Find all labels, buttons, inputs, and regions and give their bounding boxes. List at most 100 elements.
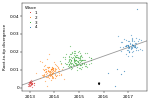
Point: [51, 66, 54, 68]
Point: [119, 42, 122, 43]
Point: [73, 60, 75, 62]
Point: [75, 56, 78, 57]
Point: [53, 70, 55, 72]
Point: [44, 80, 46, 81]
Point: [134, 45, 136, 47]
Point: [48, 73, 51, 75]
Point: [49, 76, 52, 77]
Point: [70, 65, 72, 67]
Point: [77, 63, 79, 65]
Point: [120, 73, 122, 75]
Point: [30, 83, 33, 84]
Point: [72, 54, 75, 56]
Point: [50, 69, 52, 71]
Point: [74, 52, 76, 54]
Point: [63, 57, 66, 58]
Point: [73, 52, 75, 54]
Point: [48, 54, 51, 55]
Point: [51, 78, 53, 79]
Point: [55, 75, 57, 77]
Point: [70, 53, 73, 55]
Point: [80, 55, 83, 56]
Point: [39, 78, 41, 79]
Point: [126, 44, 129, 45]
Point: [54, 77, 56, 79]
Point: [58, 72, 60, 74]
Point: [76, 66, 78, 68]
Point: [135, 42, 137, 44]
Point: [117, 35, 120, 37]
Point: [137, 40, 139, 41]
Point: [51, 68, 53, 70]
Point: [48, 66, 50, 68]
Point: [70, 67, 73, 69]
Point: [32, 82, 35, 84]
Point: [68, 58, 70, 60]
Point: [126, 49, 128, 51]
Point: [41, 74, 43, 76]
Point: [30, 81, 33, 82]
Point: [48, 74, 51, 76]
Point: [78, 55, 81, 57]
Point: [67, 65, 69, 67]
Point: [78, 57, 80, 58]
Y-axis label: Root-to-tip divergence: Root-to-tip divergence: [3, 24, 8, 70]
Point: [54, 68, 56, 69]
Point: [67, 67, 70, 68]
Point: [83, 63, 85, 64]
Point: [78, 67, 80, 68]
Point: [118, 46, 121, 48]
Point: [78, 59, 80, 61]
Point: [73, 61, 75, 63]
Point: [74, 62, 76, 64]
Point: [64, 62, 67, 64]
Point: [58, 69, 60, 70]
Point: [80, 68, 83, 70]
Point: [85, 63, 87, 65]
Point: [68, 63, 70, 64]
Point: [30, 84, 32, 85]
Point: [132, 45, 134, 47]
Point: [63, 78, 65, 80]
Point: [131, 39, 133, 41]
Point: [45, 68, 48, 69]
Point: [89, 57, 92, 59]
Point: [134, 44, 136, 46]
Point: [79, 62, 81, 63]
Point: [74, 56, 77, 58]
Point: [51, 68, 53, 70]
Point: [74, 60, 76, 62]
Point: [49, 79, 52, 81]
Point: [50, 71, 52, 73]
Point: [54, 74, 56, 76]
Point: [73, 59, 75, 61]
Point: [27, 86, 30, 87]
Point: [134, 46, 136, 48]
Point: [79, 59, 81, 61]
Point: [127, 45, 130, 47]
Point: [128, 42, 131, 44]
Point: [68, 56, 70, 58]
Point: [47, 69, 49, 71]
Point: [44, 76, 47, 78]
Point: [68, 61, 71, 63]
Point: [50, 66, 53, 68]
Point: [69, 45, 71, 47]
Point: [30, 83, 33, 85]
Point: [124, 39, 127, 40]
Point: [68, 64, 70, 66]
Point: [79, 64, 81, 66]
Point: [131, 43, 134, 45]
Point: [31, 82, 33, 84]
Point: [27, 81, 30, 83]
Point: [127, 40, 130, 42]
Point: [51, 67, 54, 69]
Point: [48, 73, 51, 74]
Point: [52, 77, 54, 79]
Point: [42, 68, 44, 70]
Point: [77, 56, 79, 58]
Point: [127, 47, 129, 49]
Point: [128, 51, 131, 52]
Point: [127, 49, 129, 50]
Point: [130, 55, 133, 57]
